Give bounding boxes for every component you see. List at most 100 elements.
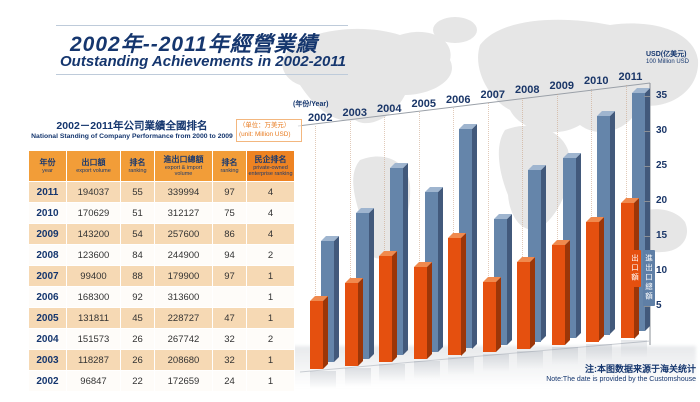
value-cell: 170629 [66,202,121,224]
title-rule-bottom [56,74,348,75]
value-cell: 118287 [66,349,121,371]
value-cell: 228727 [154,307,213,329]
table-row: 2007 99400 88 179900 97 1 [28,265,295,287]
landmass [498,125,570,230]
value-cell: 54 [120,223,155,245]
value-cell: 47 [212,307,247,329]
value-cell: 94 [212,244,247,266]
value-cell: 179900 [154,265,213,287]
year-cell: 2008 [28,244,67,266]
legend-export: 出口額 [629,250,641,287]
table-row: 2011 194037 55 339994 97 4 [28,181,295,203]
year-cell: 2004 [28,328,67,350]
value-cell: 97 [212,265,247,287]
value-cell: 312127 [154,202,213,224]
value-cell: 4 [246,223,295,245]
year-cell: 2007 [28,265,67,287]
value-cell: 267742 [154,328,213,350]
value-cell: 26 [120,328,155,350]
performance-table-body: 2011 194037 55 339994 97 4 2010 170629 51 312127 7… [28,181,295,392]
year-cell: 2006 [28,286,67,308]
table-row: 2004 151573 26 267742 32 2 [28,328,295,350]
value-cell: 99400 [66,265,121,287]
table-title-zh: 2002－2011年公司業績全國排名 [56,120,208,132]
value-cell: 88 [120,265,155,287]
landmass [634,209,688,253]
value-cell: 32 [212,349,247,371]
table-row: 2002 96847 22 172659 24 1 [28,370,295,392]
value-cell: 123600 [66,244,121,266]
value-cell: 26 [120,349,155,371]
year-cell: 2009 [28,223,67,245]
page-title-en: Outstanding Achievements in 2002-2011 [60,53,346,70]
title-rule-top [56,25,348,26]
table-row: 2010 170629 51 312127 75 4 [28,202,295,224]
table-row: 2003 118287 26 208680 32 1 [28,349,295,371]
col-header-export-volume: 出口額 export volume [66,150,121,182]
year-cell: 2005 [28,307,67,329]
value-cell: 24 [212,370,247,392]
landmass [353,156,411,259]
col-header-private-owned-enterprise-ranking: 民企排名 private-owned enterprise ranking [246,150,295,182]
year-cell: 2002 [28,370,67,392]
value-cell: 1 [246,307,295,329]
table-row: 2009 143200 54 257600 86 4 [28,223,295,245]
value-cell: 208680 [154,349,213,371]
value-cell: 244900 [154,244,213,266]
value-cell: 4 [246,202,295,224]
col-header-export-import-volume: 進出口總額 export & import volume [154,150,213,182]
value-cell [212,286,247,308]
value-cell: 1 [246,265,295,287]
value-cell: 86 [212,223,247,245]
y-axis-unit-zh: USD(亿美元) [646,51,687,58]
landmass [433,17,477,43]
value-cell: 194037 [66,181,121,203]
unit-note-zh: （单位：万美元） [239,122,291,129]
legend-total: 進出口總額 [643,250,655,306]
y-axis-unit-en: 100 Million USD [646,59,690,66]
footnote-en: Note:The date is provided by the Customs… [546,376,696,384]
value-cell: 1 [246,370,295,392]
value-cell: 32 [212,328,247,350]
footnote-zh: 注:本图数据来源于海关统计 [585,364,696,374]
year-axis-caption: (年份/Year) [293,101,329,108]
unit-note-en: (unit: Million USD) [239,130,291,138]
value-cell: 96847 [66,370,121,392]
value-cell: 168300 [66,286,121,308]
col-header-year: 年份 year [28,150,67,182]
value-cell: 1 [246,286,295,308]
page-title-zh: 2002年--2011年經營業績 [70,33,318,56]
value-cell: 131811 [66,307,121,329]
year-cell: 2003 [28,349,67,371]
col-header-ranking: 排名 ranking [120,150,155,182]
value-cell: 22 [120,370,155,392]
value-cell: 51 [120,202,155,224]
value-cell: 92 [120,286,155,308]
table-row: 2005 131811 45 228727 47 1 [28,307,295,329]
value-cell: 151573 [66,328,121,350]
table-header-row: 年份 year 出口額 export volume 排名 ranking 進出口總額 expo… [28,150,295,182]
value-cell: 2 [246,244,295,266]
value-cell: 4 [246,181,295,203]
value-cell: 45 [120,307,155,329]
value-cell: 2 [246,328,295,350]
y-axis-unit-label: USD(亿美元) 100 Million USD [646,50,689,67]
unit-note: （单位：万美元） (unit: Million USD) [236,119,302,143]
table-row: 2008 123600 84 244900 94 2 [28,244,295,266]
table-row: 2006 168300 92 313600 1 [28,286,295,308]
table-title-en: National Standing of Company Performance… [31,133,233,140]
performance-table: 年份 year 出口額 export volume 排名 ranking 進出口總額 expo… [28,150,295,392]
year-cell: 2010 [28,202,67,224]
value-cell: 97 [212,181,247,203]
value-cell: 339994 [154,181,213,203]
col-header-ranking: 排名 ranking [212,150,247,182]
year-cell: 2011 [28,181,67,203]
value-cell: 55 [120,181,155,203]
value-cell: 75 [212,202,247,224]
footnote: 注:本图数据来源于海关统计 Note:The date is provided … [430,363,696,385]
value-cell: 84 [120,244,155,266]
landmass [478,19,699,133]
value-cell: 313600 [154,286,213,308]
value-cell: 172659 [154,370,213,392]
